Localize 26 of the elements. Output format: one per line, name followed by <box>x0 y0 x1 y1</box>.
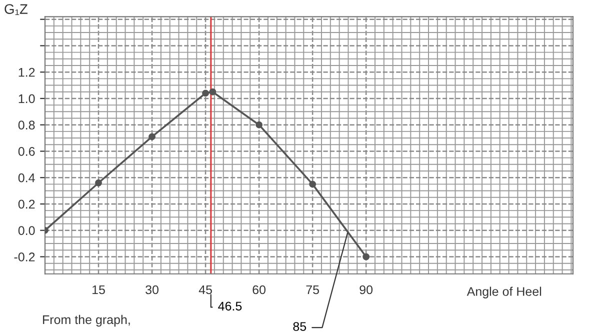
point <box>256 121 263 128</box>
point <box>202 90 210 97</box>
y-tick-label: 1.2 <box>18 68 35 77</box>
point <box>209 88 216 96</box>
x-tick-label: 45 <box>198 285 212 294</box>
y-tick-label: 0.4 <box>18 173 35 182</box>
y-tick-label: 0.6 <box>18 147 35 156</box>
x-tick-label: 60 <box>252 285 266 294</box>
point <box>148 133 156 140</box>
x-tick-label: 30 <box>146 285 158 294</box>
x-tick-label: 15 <box>92 285 105 294</box>
x-axis-title: Angle of Heel <box>466 286 542 298</box>
point <box>309 180 316 188</box>
y-tick-label: 0.2 <box>18 200 35 209</box>
y-tick-label: 0.8 <box>18 120 35 130</box>
point <box>95 179 102 186</box>
point <box>362 253 370 260</box>
y-axis-title: G₁Z <box>4 4 28 16</box>
text: From the graph, <box>43 314 130 327</box>
x-tick-label: 90 <box>360 285 373 294</box>
annotation: 85 <box>293 322 306 331</box>
ref-line-label: 46.5 <box>218 302 242 311</box>
y-tick-label: 1.0 <box>18 94 35 104</box>
x-tick-label: 75 <box>306 285 319 294</box>
y-tick-label: 0.0 <box>18 226 35 236</box>
y-tick-label: -0.2 <box>14 252 35 262</box>
